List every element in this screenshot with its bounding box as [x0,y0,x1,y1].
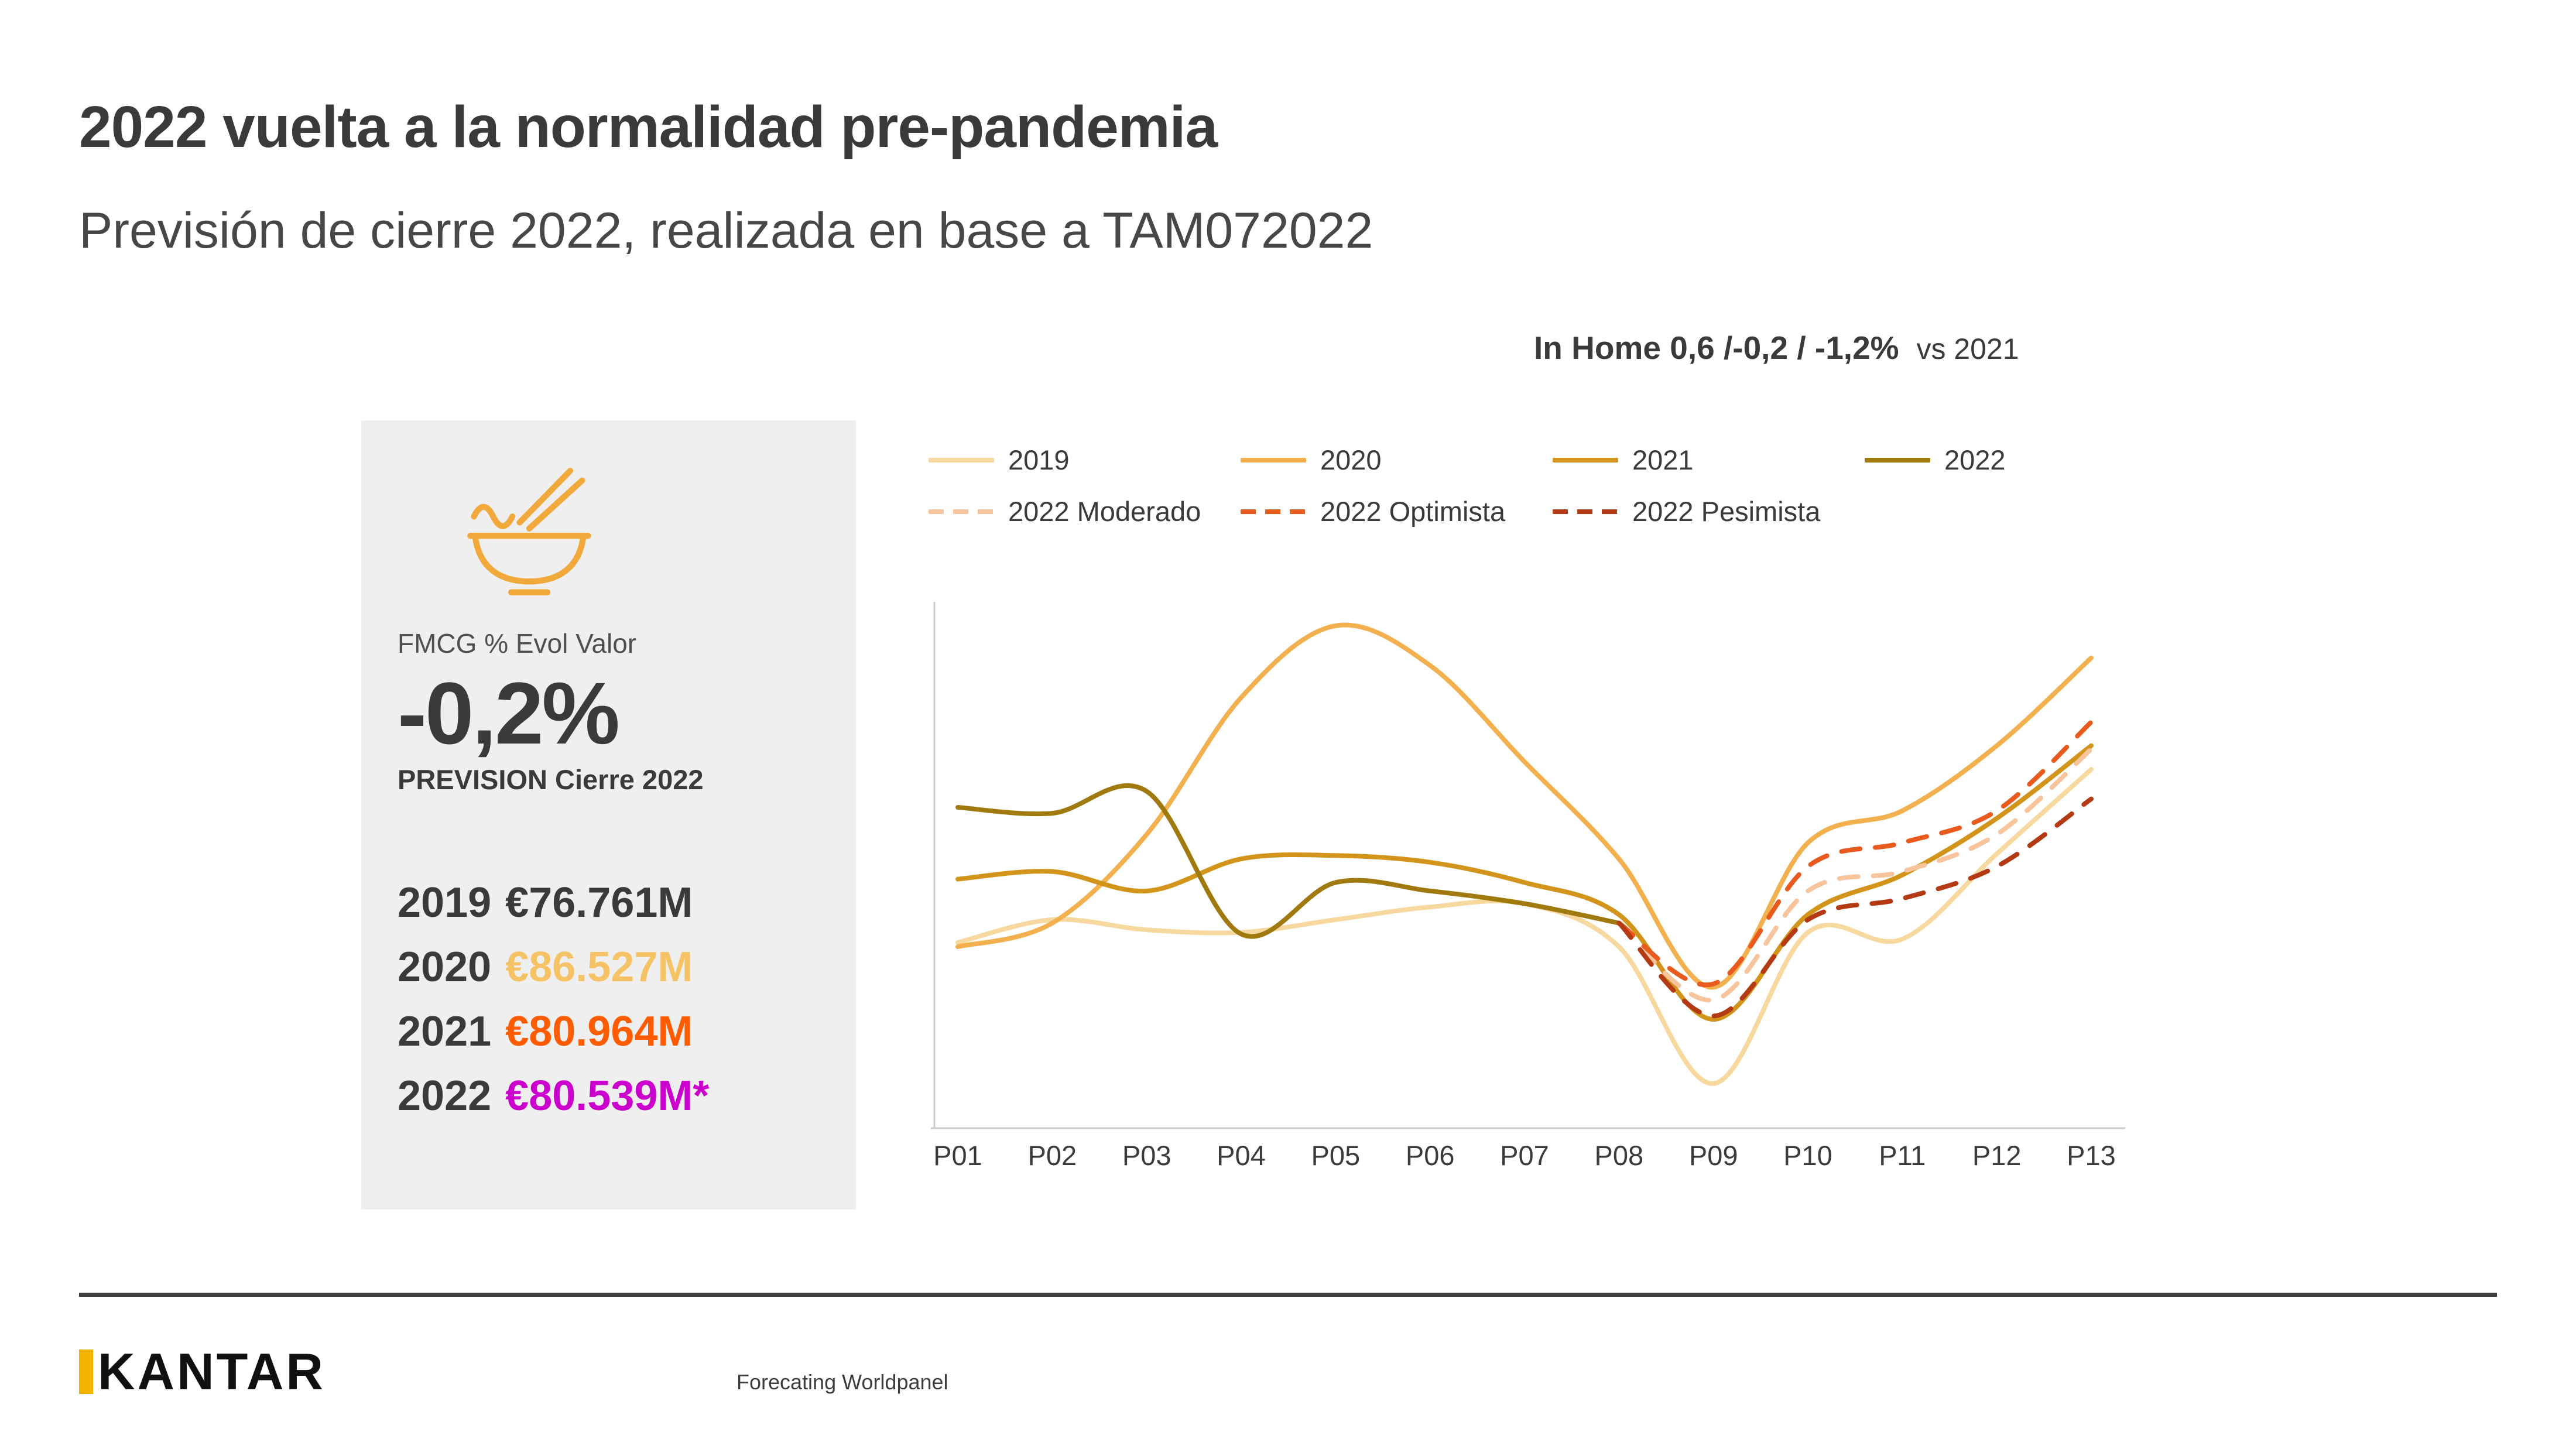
series-line-2021 [955,743,2094,1022]
brand-name: KANTAR [98,1342,326,1400]
legend-item-2020: 2020 [1241,444,1553,476]
series-line-2022-pesimista [1616,796,2094,1019]
x-axis-label: P03 [1122,1140,1171,1171]
brand-accent-bar [79,1349,93,1394]
year-row-2022: 2022 €80.539M* [398,1064,820,1128]
year-value: €80.964M [505,1008,693,1055]
legend-label: 2020 [1320,444,1382,475]
legend-swatch-icon [929,457,994,463]
x-axis-label: P13 [2067,1140,2116,1171]
inhome-vs-label: vs 2021 [1916,333,2019,365]
x-axis-label: P10 [1783,1140,1832,1171]
legend-swatch-icon [1553,509,1618,514]
x-axis-label: P07 [1500,1140,1549,1171]
legend-item-2022-optimista: 2022 Optimista [1241,495,1553,527]
legend-row-solid: 2019 2020 2021 2022 [929,444,2177,476]
kantar-logo: KANTAR [79,1342,326,1402]
series-line-2022 [955,783,1622,939]
x-axis-label: P12 [1972,1140,2022,1171]
x-axis-label: P02 [1028,1140,1077,1171]
series-line-2022-optimista [1616,720,2094,988]
noodle-squiggle [471,503,516,529]
series-line-2019 [955,767,2094,1086]
year-label: 2020 [398,943,492,991]
legend-item-2019: 2019 [929,444,1241,476]
legend-label: 2022 Pesimista [1632,496,1821,527]
footer-divider [79,1293,2497,1297]
year-row-2020: 2020 €86.527M [398,935,820,999]
legend-item-2022-moderado: 2022 Moderado [929,495,1241,527]
x-axis-label: P06 [1406,1140,1455,1171]
legend-swatch-icon [1241,509,1306,514]
year-row-2021: 2021 €80.964M [398,999,820,1064]
legend-item-2021: 2021 [1553,444,1865,476]
inhome-values: In Home 0,6 /-0,2 / -1,2% [1534,330,1899,366]
legend-swatch-icon [1241,457,1306,463]
series-line-2020 [955,622,2094,990]
legend-swatch-icon [1553,457,1618,463]
page-subtitle: Previsión de cierre 2022, realizada en b… [79,203,1373,259]
year-label: 2022 [398,1072,492,1119]
legend-swatch-icon [929,509,994,514]
chart-area: 2019 2020 2021 2022 2022 Moderado 2022 Optim… [896,444,2231,1228]
legend-label: 2022 [1944,444,2006,475]
x-axis-label: P11 [1879,1140,1926,1171]
chopstick-1 [516,468,573,526]
metric-caption: PREVISION Cierre 2022 [398,763,704,795]
legend-label: 2022 Moderado [1008,496,1201,527]
stats-panel: FMCG % Evol Valor -0,2% PREVISION Cierre… [361,420,856,1210]
x-axis-label: P05 [1311,1140,1361,1171]
x-axis-label: P09 [1689,1140,1738,1171]
year-values-list: 2019 €76.761M 2020 €86.527M 2021 €80.964M 2022… [398,871,820,1128]
legend-row-scenarios: 2022 Moderado 2022 Optimista 2022 Pesimist… [929,495,1865,527]
year-value: €76.761M [505,879,693,926]
legend-item-2022-pesimista: 2022 Pesimista [1553,495,1865,527]
line-chart: P01 P02 P03 P04 P05 P06 P07 P08 P09 P10 P11 P12 P13 [931,602,2125,1171]
page-title: 2022 vuelta a la normalidad pre-pandemia [79,94,1218,160]
metric-label: FMCG % Evol Valor [398,628,637,659]
year-label: 2021 [398,1008,492,1055]
metric-value: -0,2% [398,664,620,762]
bowl-body [472,532,587,585]
series-line-2022-moderado [1616,746,2094,1003]
chopstick-2 [526,477,585,532]
x-axis-label: P04 [1217,1140,1266,1171]
footer-caption: Forecating Worldpanel [737,1370,948,1394]
legend-item-2022: 2022 [1865,444,2177,476]
year-label: 2019 [398,879,492,926]
year-row-2019: 2019 €76.761M [398,871,820,935]
inhome-annotation: In Home 0,6 /-0,2 / -1,2% vs 2021 [1534,329,2019,366]
legend-label: 2021 [1632,444,1694,475]
year-value: €86.527M [505,943,693,991]
x-axis-label: P01 [933,1140,982,1171]
legend-swatch-icon [1865,457,1930,463]
noodle-bowl-icon [467,468,591,595]
legend-label: 2019 [1008,444,1070,475]
x-axis-label: P08 [1595,1140,1644,1171]
legend-label: 2022 Optimista [1320,496,1506,527]
year-value: €80.539M* [505,1072,710,1119]
